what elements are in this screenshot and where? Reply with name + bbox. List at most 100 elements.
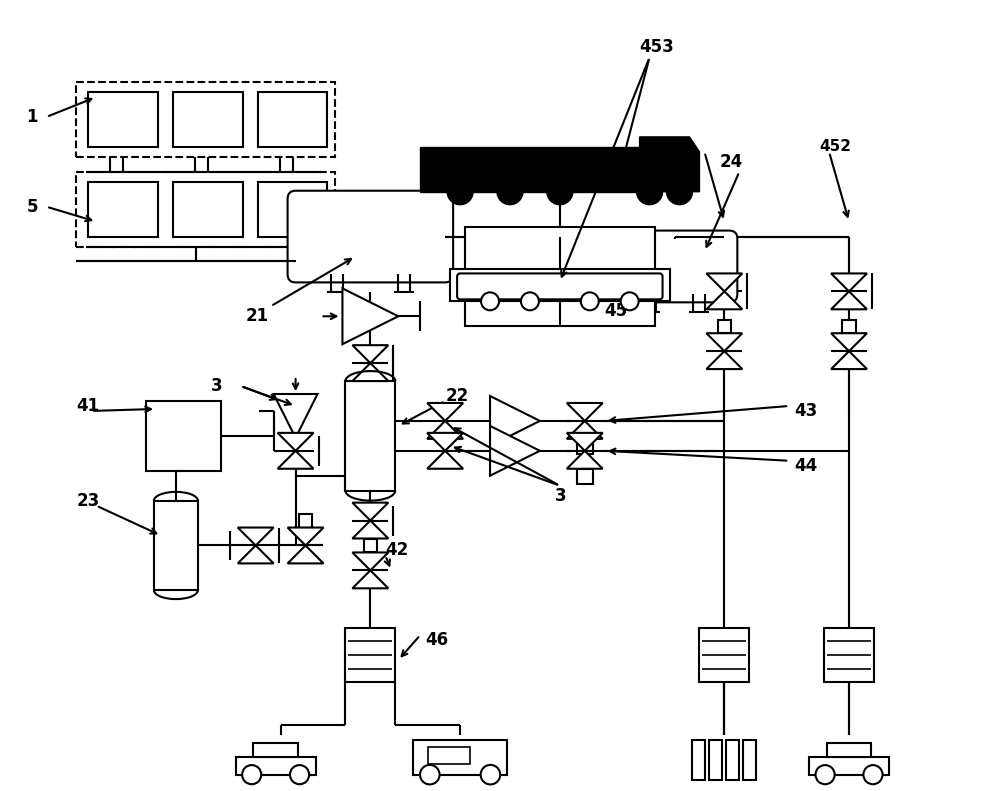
Polygon shape	[640, 137, 699, 191]
Bar	[364, 539, 377, 552]
Polygon shape	[427, 421, 463, 439]
Circle shape	[481, 765, 500, 785]
Bar	[173, 182, 243, 237]
Polygon shape	[342, 289, 398, 344]
Polygon shape	[352, 552, 388, 570]
Polygon shape	[420, 147, 640, 191]
Polygon shape	[427, 451, 463, 469]
Bar	[824, 628, 874, 683]
Polygon shape	[278, 451, 314, 469]
Polygon shape	[706, 274, 742, 291]
Polygon shape	[352, 363, 388, 381]
Polygon shape	[831, 351, 867, 369]
Polygon shape	[831, 274, 867, 291]
Bar	[450, 270, 670, 301]
Polygon shape	[490, 396, 540, 446]
Circle shape	[621, 293, 639, 310]
Circle shape	[581, 293, 599, 310]
Text: 5: 5	[26, 198, 38, 216]
Polygon shape	[567, 403, 603, 421]
Polygon shape	[567, 451, 603, 469]
Polygon shape	[706, 291, 742, 309]
Bar	[173, 92, 243, 147]
Polygon shape	[706, 333, 742, 351]
Text: 41: 41	[76, 397, 99, 415]
Polygon shape	[831, 291, 867, 309]
Bar	[258, 182, 327, 237]
Text: 3: 3	[211, 377, 222, 395]
Circle shape	[547, 179, 573, 205]
Bar	[577, 469, 593, 483]
Text: 22: 22	[445, 387, 468, 405]
Text: 42: 42	[385, 542, 409, 559]
Bar	[345, 628, 395, 683]
Bar	[76, 172, 335, 247]
Bar	[827, 743, 871, 757]
Bar	[88, 92, 158, 147]
Bar	[726, 740, 739, 780]
Polygon shape	[567, 421, 603, 439]
Circle shape	[667, 179, 692, 205]
Bar	[253, 743, 298, 757]
Bar	[709, 740, 722, 780]
Bar	[76, 82, 335, 157]
Bar	[258, 92, 327, 147]
Polygon shape	[352, 520, 388, 539]
Polygon shape	[352, 345, 388, 363]
Text: 3: 3	[555, 486, 566, 505]
Bar	[577, 439, 593, 454]
FancyBboxPatch shape	[288, 191, 453, 282]
Bar	[413, 740, 507, 774]
Text: 44: 44	[794, 456, 817, 475]
Text: 453: 453	[640, 38, 674, 56]
Bar	[236, 757, 316, 774]
Polygon shape	[427, 403, 463, 421]
Polygon shape	[238, 546, 274, 563]
Polygon shape	[238, 528, 274, 546]
Circle shape	[242, 765, 261, 784]
Circle shape	[481, 293, 499, 310]
Text: 24: 24	[719, 153, 743, 171]
Circle shape	[420, 765, 440, 785]
Bar	[154, 501, 198, 590]
Bar	[743, 740, 756, 780]
Text: 43: 43	[794, 402, 817, 420]
Bar	[692, 740, 705, 780]
Polygon shape	[352, 502, 388, 520]
Circle shape	[816, 765, 835, 784]
FancyBboxPatch shape	[612, 231, 737, 302]
Polygon shape	[567, 433, 603, 451]
Bar	[842, 320, 856, 333]
Polygon shape	[490, 426, 540, 475]
Text: 452: 452	[819, 139, 851, 154]
FancyBboxPatch shape	[457, 274, 663, 299]
Bar	[718, 320, 731, 333]
Text: 46: 46	[425, 631, 448, 649]
Circle shape	[521, 293, 539, 310]
Bar	[88, 182, 158, 237]
Bar	[146, 401, 221, 471]
Bar	[809, 757, 889, 774]
Bar	[299, 514, 312, 528]
Polygon shape	[288, 528, 323, 546]
Polygon shape	[278, 433, 314, 451]
Polygon shape	[831, 333, 867, 351]
Polygon shape	[706, 351, 742, 369]
Circle shape	[497, 179, 523, 205]
Circle shape	[637, 179, 663, 205]
Circle shape	[290, 765, 309, 784]
Text: 451: 451	[645, 139, 676, 154]
Circle shape	[447, 179, 473, 205]
Bar	[345, 381, 395, 490]
Circle shape	[863, 765, 883, 784]
Text: 23: 23	[76, 492, 99, 509]
Bar	[428, 747, 470, 764]
Bar	[699, 628, 749, 683]
Bar	[465, 226, 655, 326]
Text: 21: 21	[246, 307, 269, 325]
Text: 45: 45	[605, 302, 628, 320]
Polygon shape	[288, 546, 323, 563]
Polygon shape	[274, 394, 318, 438]
Polygon shape	[427, 433, 463, 451]
Polygon shape	[352, 570, 388, 589]
